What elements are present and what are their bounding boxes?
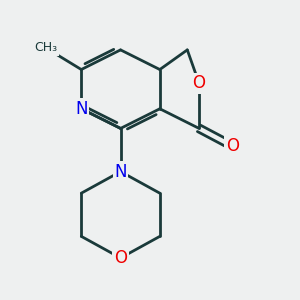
Text: O: O	[114, 249, 127, 267]
Text: O: O	[193, 74, 206, 92]
Text: O: O	[226, 137, 239, 155]
Text: CH₃: CH₃	[34, 41, 58, 54]
Text: N: N	[114, 163, 127, 181]
Text: N: N	[75, 100, 88, 118]
